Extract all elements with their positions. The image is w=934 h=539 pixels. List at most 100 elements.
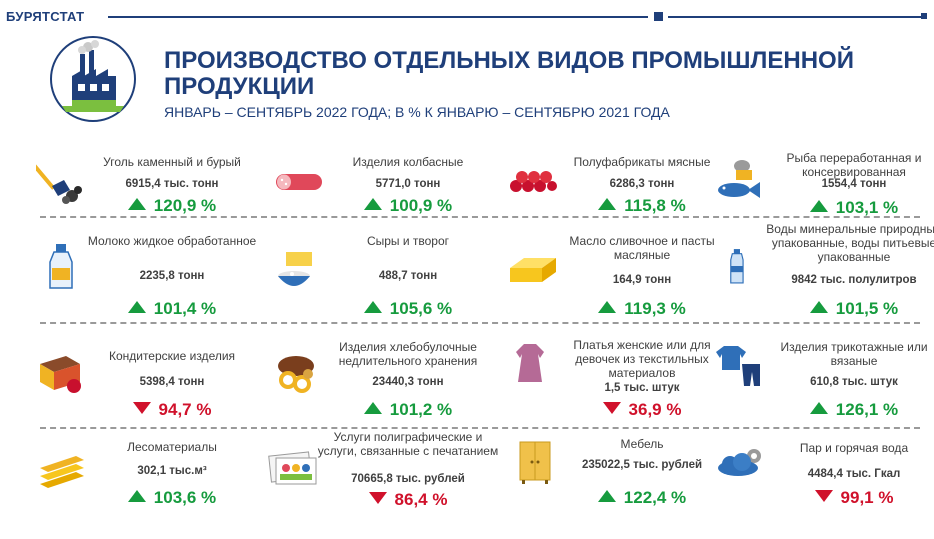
item-name: Воды минеральные природные упакованные, … [766, 222, 934, 264]
item-value: 9842 тыс. полулитров [791, 274, 917, 286]
up-arrow-icon [598, 301, 617, 313]
item-name: Изделия трикотажные или вязаные [780, 340, 928, 368]
item-percent: 120,9 % [80, 196, 264, 216]
percent-label: 103,6 % [153, 488, 217, 507]
item-value: 1,5 тыс. штук [604, 382, 680, 394]
stat-card-dresses: Платья женские или для девочек из тексти… [506, 332, 734, 427]
item-name: Уголь каменный и бурый [103, 155, 241, 169]
bread-icon [278, 356, 314, 393]
steam-icon [718, 449, 761, 476]
stat-card-meat: Полуфабрикаты мясные 6286,3 тонн 115,8 % [506, 148, 734, 243]
item-percent: 101,5 % [762, 299, 934, 319]
page-title: ПРОИЗВОДСТВО ОТДЕЛЬНЫХ ВИДОВ ПРОМЫШЛЕННО… [164, 47, 854, 100]
milk-bottle-icon [49, 244, 73, 289]
item-value: 164,9 тонн [612, 274, 672, 286]
item-value: 488,7 тонн [378, 270, 438, 282]
printing-icon [268, 451, 317, 485]
item-name: Изделия хлебобулочные недлительного хран… [338, 340, 478, 368]
item-value: 6915,4 тыс. тонн [125, 178, 219, 190]
percent-label: 101,2 % [389, 400, 453, 419]
item-name: Молоко жидкое обработанное [87, 234, 257, 248]
item-percent: 105,6 % [316, 299, 500, 319]
percent-label: 94,7 % [158, 400, 212, 419]
item-name: Лесоматериалы [127, 440, 217, 454]
item-name: Услуги полиграфические и услуги, связанн… [317, 430, 499, 458]
item-name: Платья женские или для девочек из тексти… [573, 338, 711, 380]
up-arrow-icon [598, 198, 617, 210]
water-bottle-icon [730, 249, 744, 284]
percent-label: 119,3 % [624, 299, 686, 318]
item-percent: 103,1 % [762, 198, 934, 218]
item-value: 4484,4 тыс. Гкал [807, 468, 901, 480]
up-arrow-icon [597, 490, 616, 502]
down-arrow-icon [814, 490, 833, 502]
item-name: Пар и горячая вода [799, 441, 909, 455]
item-name: Мебель [620, 437, 664, 451]
item-percent: 126,1 % [762, 400, 934, 420]
percent-label: 120,9 % [153, 196, 217, 215]
percent-label: 86,4 % [394, 490, 448, 509]
up-arrow-icon [127, 301, 146, 313]
item-percent: 101,4 % [80, 299, 264, 319]
up-arrow-icon [809, 301, 828, 313]
top-bar: БУРЯТСТАТ [0, 0, 934, 30]
item-percent: 99,1 % [762, 488, 934, 508]
item-value: 5771,0 тонн [375, 178, 441, 190]
furniture-icon [519, 441, 551, 484]
item-percent: 100,9 % [316, 196, 500, 216]
item-name: Изделия колбасные [352, 155, 464, 169]
meat-dumplings-icon [510, 171, 557, 192]
up-arrow-icon [363, 301, 382, 313]
percent-label: 126,1 % [835, 400, 899, 419]
stat-card-knitwear: Изделия трикотажные или вязаные 610,8 ты… [712, 332, 934, 427]
item-percent: 122,4 % [550, 488, 734, 508]
percent-label: 101,5 % [835, 299, 899, 318]
stat-card-lumber: Лесоматериалы 302,1 тыс.м³ 103,6 % [36, 432, 264, 527]
down-arrow-icon [132, 402, 151, 414]
stat-card-fish: Рыба переработанная и консервированная 1… [712, 148, 934, 243]
stat-card-steam: Пар и горячая вода 4484,4 тыс. Гкал 99,1… [712, 432, 934, 527]
stat-card-furniture: Мебель 235022,5 тыс. рублей 122,4 % [506, 432, 734, 527]
sausage-icon [276, 174, 322, 190]
top-rule-right [668, 16, 926, 18]
item-percent: 101,2 % [316, 400, 500, 420]
top-rule [108, 16, 648, 18]
item-value: 1554,4 тонн [821, 178, 887, 190]
percent-label: 105,6 % [389, 299, 453, 318]
item-value: 610,8 тыс. штук [810, 376, 898, 388]
up-arrow-icon [809, 402, 828, 414]
stat-card-confectionery: Кондитерские изделия 5398,4 тонн 94,7 % [36, 332, 264, 427]
item-value: 70665,8 тыс. рублей [351, 473, 465, 485]
item-name: Рыба переработанная и консервированная [786, 151, 922, 179]
top-rule-marker [654, 12, 663, 21]
item-percent: 86,4 % [316, 490, 500, 510]
item-name: Полуфабрикаты мясные [573, 155, 711, 169]
item-percent: 36,9 % [550, 400, 734, 420]
row-divider-2 [40, 322, 920, 324]
dress-icon [516, 344, 544, 382]
knitwear-icon [716, 346, 760, 386]
item-percent: 115,8 % [550, 196, 734, 216]
percent-label: 100,9 % [389, 196, 453, 215]
percent-label: 99,1 % [840, 488, 894, 507]
item-name: Кондитерские изделия [108, 349, 236, 363]
row-divider-3 [40, 427, 920, 429]
stat-card-sausage: Изделия колбасные 5771,0 тонн 100,9 % [272, 148, 500, 243]
percent-label: 36,9 % [628, 400, 682, 419]
item-percent: 94,7 % [80, 400, 264, 420]
cheese-icon [278, 252, 312, 286]
item-value: 6286,3 тонн [609, 178, 675, 190]
coal-icon [36, 164, 82, 204]
item-percent: 119,3 % [550, 299, 734, 319]
top-rule-end-marker [921, 13, 927, 19]
up-arrow-icon [809, 200, 828, 212]
fish-can-icon [718, 160, 760, 198]
stat-card-butter: Масло сливочное и пасты масляные 164,9 т… [506, 226, 734, 321]
item-name: Сыры и творог [366, 234, 450, 248]
stat-card-coal: Уголь каменный и бурый 6915,4 тыс. тонн … [36, 148, 264, 243]
up-arrow-icon [363, 402, 382, 414]
stat-card-bread: Изделия хлебобулочные недлительного хран… [272, 332, 500, 427]
percent-label: 103,1 % [835, 198, 899, 217]
down-arrow-icon [602, 402, 621, 414]
item-value: 302,1 тыс.м³ [137, 465, 207, 477]
